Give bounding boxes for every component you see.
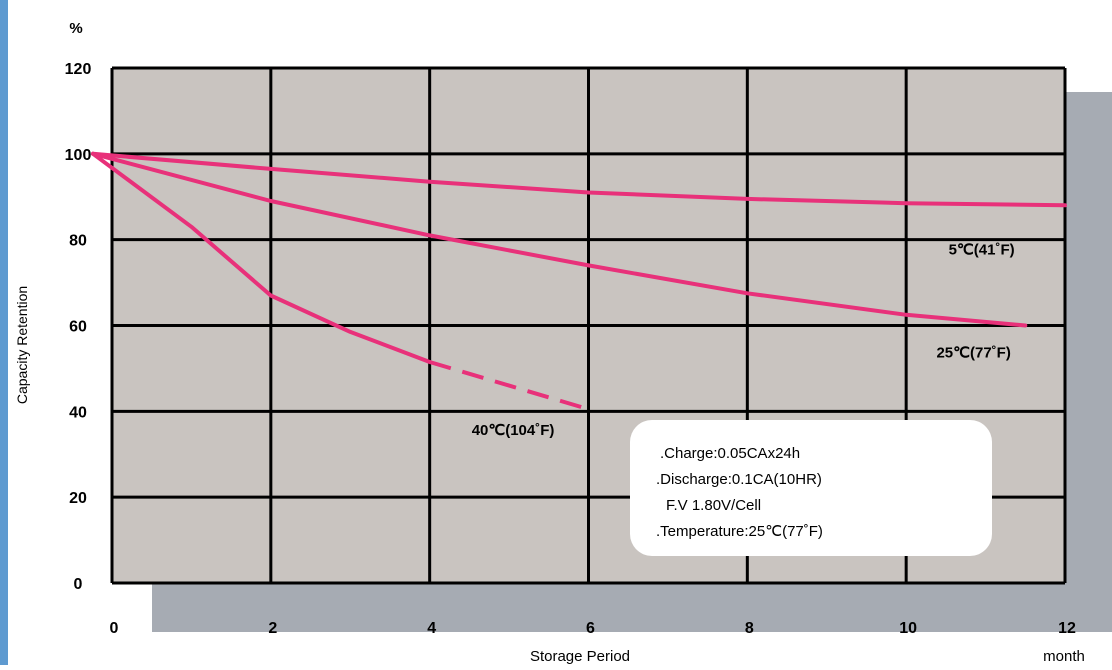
test-conditions-panel	[630, 420, 992, 556]
x-tick-10: 10	[899, 620, 917, 637]
x-unit-label: month	[1043, 648, 1085, 665]
series-labels: 5℃(41˚F) 25℃(77˚F) 40℃(104˚F)	[472, 242, 1015, 439]
x-tick-2: 2	[268, 620, 277, 637]
annotation-discharge: .Discharge:0.1CA(10HR)	[656, 471, 822, 488]
y-unit-label: %	[69, 20, 82, 37]
series-25c-label: 25℃(77˚F)	[936, 345, 1010, 362]
x-tick-6: 6	[586, 620, 595, 637]
x-tick-labels: 0 2 4 6 8 10 12	[110, 620, 1076, 637]
y-tick-0: 0	[74, 576, 83, 593]
y-axis-label: Capacity Retention	[14, 286, 30, 404]
y-tick-40: 40	[69, 404, 87, 421]
left-accent-strip	[0, 0, 8, 665]
annotation-charge: .Charge:0.05CAx24h	[660, 445, 800, 462]
x-tick-0: 0	[110, 620, 119, 637]
annotation-temperature: .Temperature:25℃(77˚F)	[656, 523, 823, 540]
series-5c-line	[91, 151, 1067, 208]
series-25c-line	[91, 151, 1028, 328]
annotation-final-voltage: F.V 1.80V/Cell	[666, 497, 761, 514]
series-lines	[91, 151, 1067, 412]
x-axis-label: Storage Period	[530, 648, 630, 665]
series-40c-line	[91, 151, 432, 364]
y-tick-120: 120	[65, 61, 92, 78]
y-tick-80: 80	[69, 233, 87, 250]
series-5c-label: 5℃(41˚F)	[949, 242, 1015, 259]
series-40c-dashed-extension	[429, 360, 590, 412]
series-40c-label: 40℃(104˚F)	[472, 422, 555, 439]
x-tick-8: 8	[745, 620, 754, 637]
grid	[110, 66, 1067, 585]
y-tick-20: 20	[69, 490, 87, 507]
test-conditions-box: .Charge:0.05CAx24h .Discharge:0.1CA(10HR…	[630, 420, 992, 556]
y-tick-labels: 0 20 40 60 80 100 120	[65, 61, 92, 593]
y-tick-100: 100	[65, 147, 92, 164]
x-tick-12: 12	[1058, 620, 1076, 637]
x-tick-4: 4	[427, 620, 436, 637]
y-tick-60: 60	[69, 319, 87, 336]
